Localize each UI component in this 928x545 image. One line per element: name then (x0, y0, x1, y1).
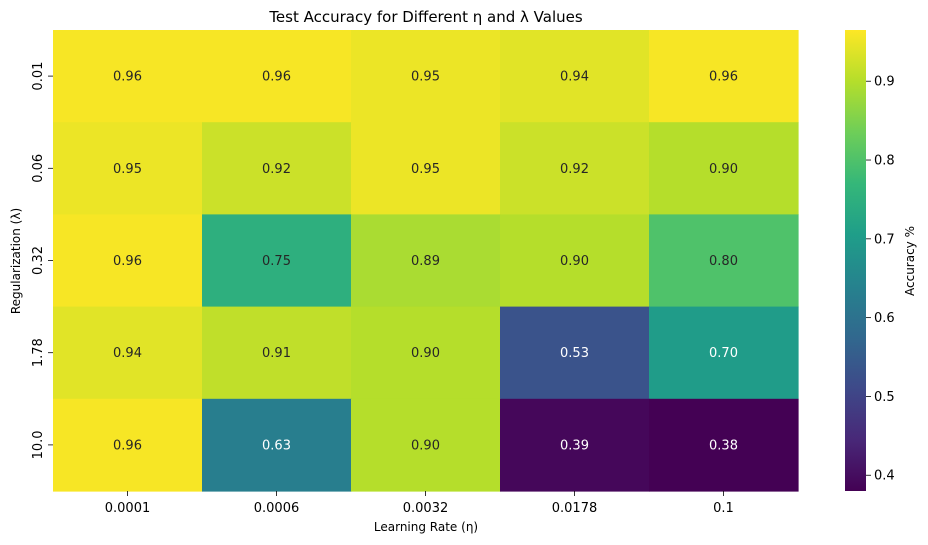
colorbar-gradient (845, 30, 866, 491)
x-tick-label: 0.0001 (105, 501, 151, 516)
heatmap-cell (649, 30, 799, 123)
heatmap-cell (53, 398, 203, 492)
heatmap-cell (649, 122, 799, 215)
heatmap-cell (351, 30, 501, 123)
colorbar-tick-label: 0.8 (874, 154, 895, 169)
heatmap-cell (500, 30, 650, 123)
heatmap-cell (202, 398, 352, 492)
colorbar-tick-label: 0.9 (874, 75, 895, 90)
heatmap-cell (500, 122, 650, 215)
cell-value-label: 0.75 (262, 254, 291, 269)
cell-value-label: 0.53 (560, 346, 589, 361)
heatmap-cell (53, 306, 203, 400)
cell-value-label: 0.92 (262, 162, 291, 177)
heatmap-cells: 0.96 0.96 0.95 0.94 0.96 0.95 0.92 0.95 0.92 0.90… (53, 30, 799, 492)
heatmap-cell (649, 398, 799, 492)
cell-value-label: 0.90 (411, 438, 440, 453)
heatmap-cell (351, 398, 501, 492)
cell-value-label: 0.95 (113, 162, 142, 177)
cell-value-label: 0.92 (560, 162, 589, 177)
x-tick-label: 0.1 (713, 501, 734, 516)
colorbar-tick-label: 0.5 (874, 390, 895, 405)
heatmap-cell (202, 30, 352, 123)
y-tick-label: 0.06 (31, 154, 46, 183)
heatmap-cell (351, 214, 501, 308)
y-tick-label: 1.78 (31, 338, 46, 367)
colorbar-label: Accuracy % (903, 226, 917, 296)
cell-value-label: 0.96 (262, 70, 291, 85)
x-axis-label: Learning Rate (η) (374, 520, 478, 534)
x-tick-label: 0.0006 (254, 501, 300, 516)
heatmap-cell (649, 306, 799, 400)
colorbar: 0.4 0.5 0.6 0.7 0.8 0.9 (845, 30, 895, 491)
cell-value-label: 0.89 (411, 254, 440, 269)
cell-value-label: 0.39 (560, 438, 589, 453)
heatmap-cell (202, 306, 352, 400)
cell-value-label: 0.94 (113, 346, 142, 361)
cell-value-label: 0.96 (113, 438, 142, 453)
cell-value-label: 0.38 (709, 438, 738, 453)
colorbar-tick-label: 0.4 (874, 469, 895, 484)
cell-value-label: 0.95 (411, 70, 440, 85)
cell-value-label: 0.90 (709, 162, 738, 177)
heatmap-cell (53, 214, 203, 308)
heatmap-cell (351, 306, 501, 400)
cell-value-label: 0.94 (560, 70, 589, 85)
cell-value-label: 0.95 (411, 162, 440, 177)
cell-value-label: 0.70 (709, 346, 738, 361)
heatmap-cell (202, 214, 352, 308)
cell-value-label: 0.96 (709, 70, 738, 85)
cell-value-label: 0.63 (262, 438, 291, 453)
heatmap-cell (500, 214, 650, 308)
cell-value-label: 0.90 (560, 254, 589, 269)
cell-value-label: 0.96 (113, 70, 142, 85)
heatmap-cell (649, 214, 799, 308)
chart-title: Test Accuracy for Different η and λ Valu… (268, 8, 583, 26)
y-axis-label: Regularization (λ) (9, 208, 23, 314)
heatmap-cell (53, 122, 203, 215)
cell-value-label: 0.91 (262, 346, 291, 361)
cell-value-label: 0.80 (709, 254, 738, 269)
cell-value-label: 0.96 (113, 254, 142, 269)
x-tick-label: 0.0178 (552, 501, 598, 516)
y-tick-label: 0.01 (31, 62, 46, 91)
y-tick-label: 0.32 (31, 246, 46, 275)
colorbar-tick-label: 0.6 (874, 311, 895, 326)
x-tick-label: 0.0032 (403, 501, 449, 516)
cell-value-label: 0.90 (411, 346, 440, 361)
y-tick-label: 10.0 (31, 430, 46, 459)
x-axis: 0.0001 0.0006 0.0032 0.0178 0.1 (105, 491, 734, 516)
heatmap-cell (351, 122, 501, 215)
y-axis: 0.01 0.06 0.32 1.78 10.0 (31, 62, 53, 459)
heatmap-cell (53, 30, 203, 123)
heatmap-cell (500, 306, 650, 400)
colorbar-tick-label: 0.7 (874, 232, 895, 247)
heatmap-cell (202, 122, 352, 215)
heatmap-cell (500, 398, 650, 492)
